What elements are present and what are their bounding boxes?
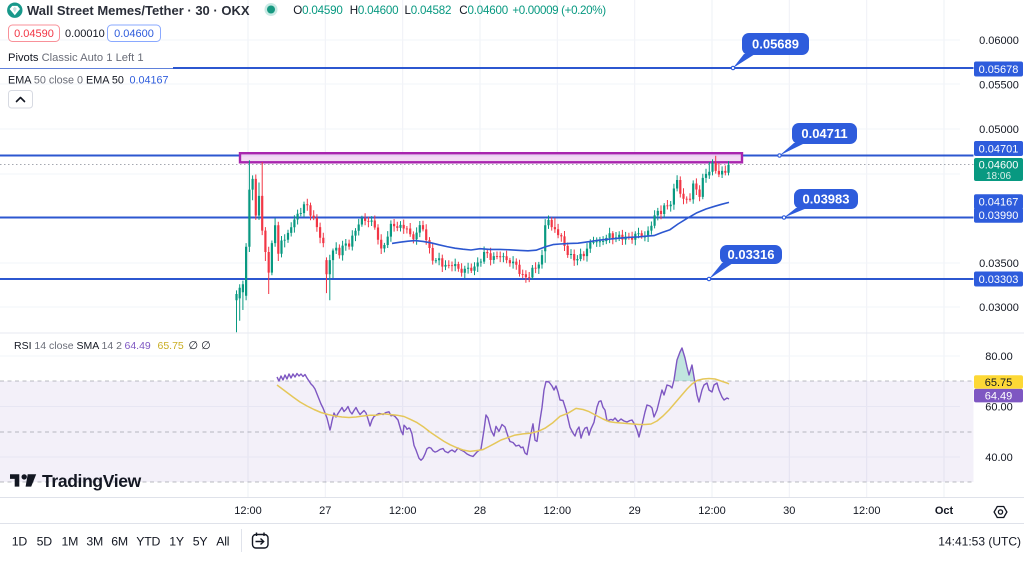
svg-text:Pivots Classic Auto 1 Left 1: Pivots Classic Auto 1 Left 1	[8, 52, 144, 64]
svg-text:O0.04590: O0.04590	[293, 4, 342, 17]
svg-text:40.00: 40.00	[985, 452, 1013, 464]
svg-text:5D: 5D	[37, 535, 53, 549]
svg-text:0.03500: 0.03500	[979, 258, 1019, 270]
svg-text:H0.04600: H0.04600	[350, 4, 399, 17]
svg-text:80.00: 80.00	[985, 351, 1013, 363]
svg-text:1D: 1D	[12, 535, 28, 549]
svg-text:14:41:53 (UTC): 14:41:53 (UTC)	[938, 535, 1021, 549]
svg-text:64.49: 64.49	[985, 391, 1013, 403]
svg-text:∅ ∅: ∅ ∅	[189, 340, 211, 352]
svg-text:6M: 6M	[111, 535, 128, 549]
svg-text:All: All	[216, 535, 229, 549]
svg-text:65.75: 65.75	[985, 377, 1013, 389]
svg-text:1M: 1M	[62, 535, 79, 549]
svg-text:0.00010: 0.00010	[65, 28, 105, 40]
svg-text:RSI 14 close SMA 14 2: RSI 14 close SMA 14 2	[14, 340, 122, 352]
svg-text:0.04600: 0.04600	[979, 160, 1019, 172]
svg-text:12:00: 12:00	[389, 505, 417, 517]
svg-text:3M: 3M	[86, 535, 103, 549]
svg-text:0.03000: 0.03000	[979, 302, 1019, 314]
svg-text:0.06000: 0.06000	[979, 35, 1019, 47]
svg-text:0.03983: 0.03983	[803, 192, 850, 207]
svg-text:0.04167: 0.04167	[130, 75, 169, 87]
svg-text:0.05500: 0.05500	[979, 79, 1019, 91]
svg-text:64.49: 64.49	[125, 340, 151, 352]
svg-text:60.00: 60.00	[985, 401, 1013, 413]
svg-text:0.04701: 0.04701	[979, 143, 1019, 155]
svg-text:0.05000: 0.05000	[979, 124, 1019, 136]
svg-text:18:06: 18:06	[986, 171, 1011, 182]
svg-text:0.03316: 0.03316	[728, 247, 775, 262]
svg-text:TradingView: TradingView	[42, 471, 142, 491]
svg-text:30: 30	[783, 505, 795, 517]
svg-text:1Y: 1Y	[169, 535, 184, 549]
svg-text:L0.04582: L0.04582	[405, 4, 452, 17]
svg-text:0.04600: 0.04600	[114, 28, 154, 40]
svg-text:12:00: 12:00	[698, 505, 726, 517]
svg-text:0.03303: 0.03303	[979, 274, 1019, 286]
svg-text:C0.04600: C0.04600	[459, 4, 508, 17]
svg-text:0.04590: 0.04590	[14, 28, 54, 40]
svg-text:0.03990: 0.03990	[979, 210, 1019, 222]
svg-text:0.05689: 0.05689	[752, 37, 799, 52]
svg-text:28: 28	[474, 505, 486, 517]
svg-text:12:00: 12:00	[234, 505, 262, 517]
svg-text:5Y: 5Y	[193, 535, 208, 549]
svg-text:27: 27	[319, 505, 331, 517]
svg-text:Wall Street Memes/Tether · 30: Wall Street Memes/Tether · 30 · OKX	[27, 3, 250, 18]
svg-text:0.04711: 0.04711	[801, 126, 847, 141]
svg-text:YTD: YTD	[136, 535, 160, 549]
svg-text:Oct: Oct	[935, 505, 954, 517]
svg-text:0.04167: 0.04167	[979, 197, 1019, 209]
svg-text:0.05678: 0.05678	[979, 64, 1019, 76]
svg-text:29: 29	[629, 505, 641, 517]
svg-text:65.75: 65.75	[158, 340, 184, 352]
svg-text:12:00: 12:00	[853, 505, 881, 517]
svg-text:12:00: 12:00	[544, 505, 572, 517]
svg-text:+0.00009 (+0.20%): +0.00009 (+0.20%)	[512, 4, 606, 17]
svg-text:EMA 50 close 0 EMA 50: EMA 50 close 0 EMA 50	[8, 75, 124, 87]
